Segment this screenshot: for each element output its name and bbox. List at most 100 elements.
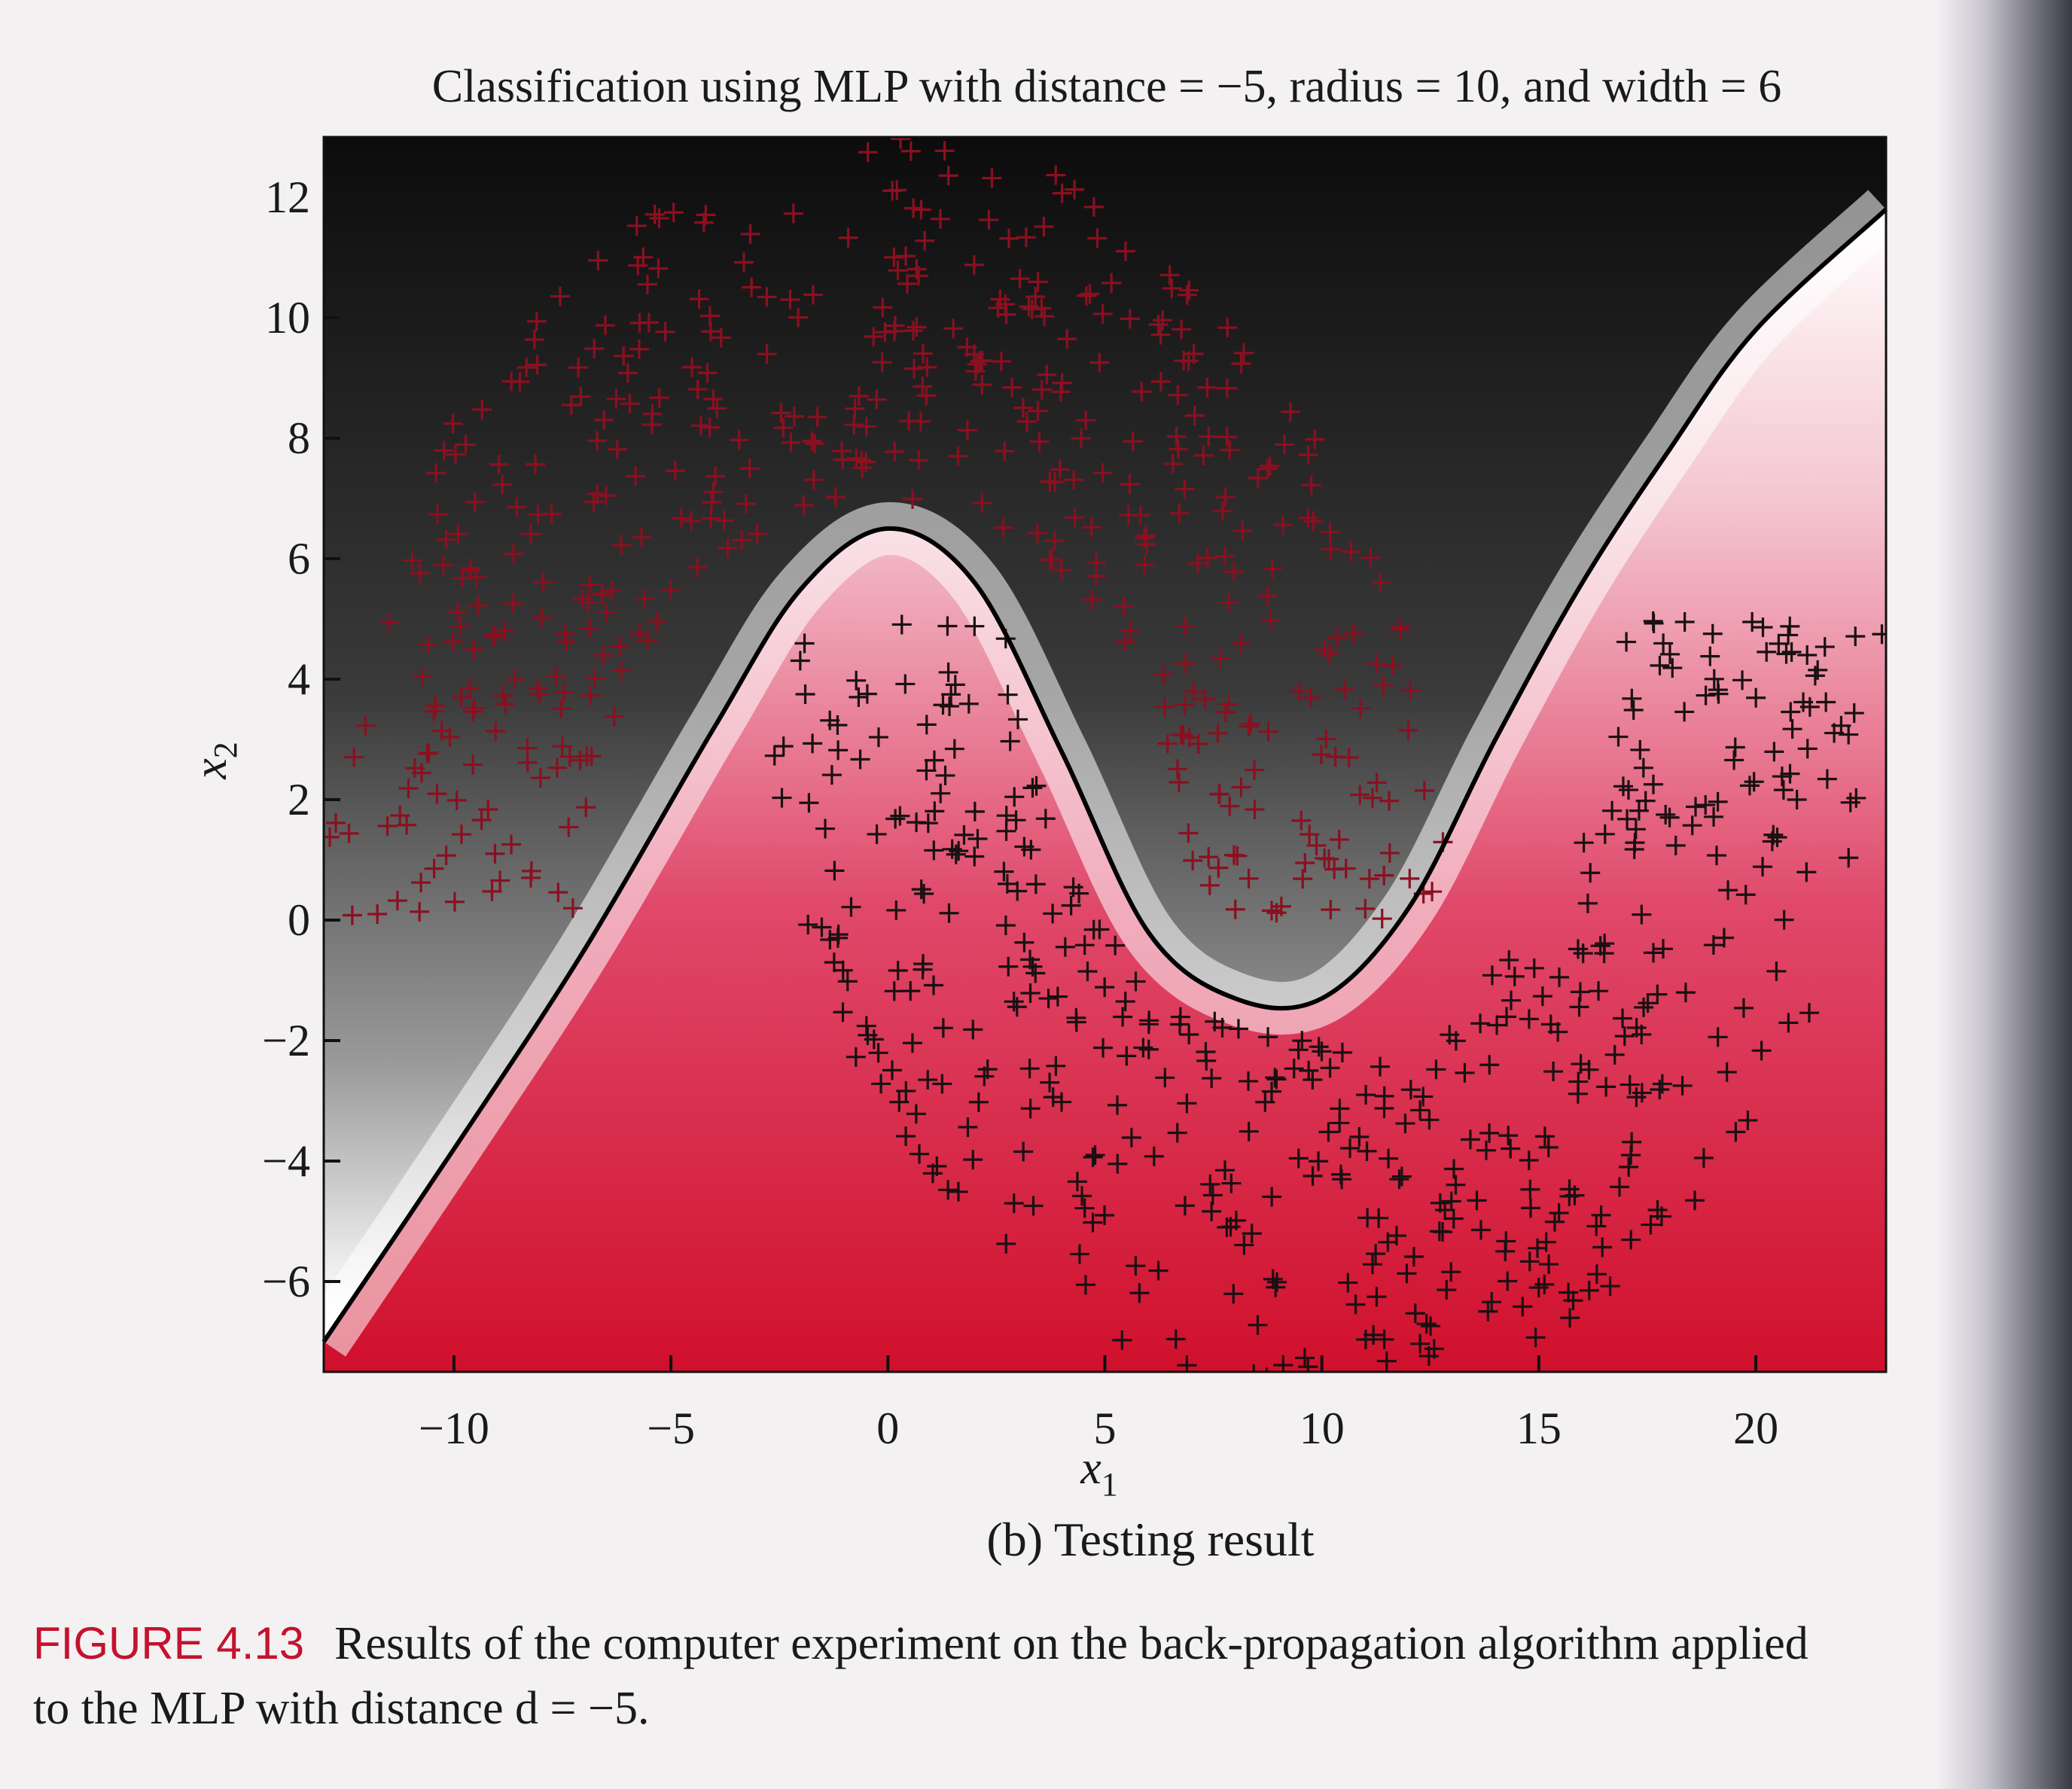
scatter-point [1288,1148,1309,1169]
scatter-point [1135,555,1155,575]
scatter-point [1195,689,1215,709]
scatter-point [913,343,933,364]
scatter-point [1539,1254,1559,1275]
scatter-point [739,459,760,479]
scatter-point [1013,1141,1034,1162]
scatter-point [1263,1269,1283,1289]
scatter-point [1872,624,1886,645]
scatter-point [611,660,632,681]
caption-line-1: Results of the computer experiment on th… [334,1618,1808,1669]
scatter-point [1218,694,1239,715]
scatter-point [1272,515,1293,535]
scatter-point [426,463,446,483]
scatter-point [703,482,724,502]
scatter-point [1520,1179,1540,1199]
scatter-point [1674,702,1695,722]
scatter-point [771,403,791,423]
scatter-point [1398,720,1418,740]
y-tick-label: 12 [265,172,310,222]
scatter-point [1498,1271,1518,1291]
scatter-point [964,616,985,636]
scatter-point [1242,1224,1262,1244]
scatter-point [610,636,630,657]
scatter-point [1177,1093,1197,1114]
scatter-point [1379,791,1400,811]
scatter-point [1708,680,1728,700]
scatter-point [1543,1062,1564,1082]
scatter-point [326,812,346,833]
scatter-point [1248,468,1268,489]
scatter-point [1389,1169,1409,1190]
scatter-point [1231,633,1251,654]
scatter-point [1044,531,1065,551]
scatter-point [1467,1190,1487,1211]
scatter-point [576,797,596,818]
scatter-point [1519,1251,1540,1272]
scatter-point [891,614,912,635]
scatter-point [1350,698,1370,718]
scatter-point [1369,1208,1389,1228]
scatter-point [1643,611,1663,631]
scatter-point [699,417,720,437]
scatter-point [495,620,515,641]
scatter-point [1620,1074,1640,1095]
y-axis-label-text: x2 [185,742,244,780]
scatter-point [846,1047,866,1067]
scatter-point [857,684,877,704]
scatter-point [584,339,605,359]
scatter-point [1797,645,1818,665]
scatter-point [1093,1038,1114,1058]
scatter-point [994,861,1014,882]
scatter-point [1280,401,1300,422]
scatter-point [846,448,867,468]
scatter-point [465,698,485,718]
scatter-point [532,608,552,628]
scatter-point [428,504,448,525]
scatter-point [1252,1364,1255,1372]
scatter-point [1157,733,1178,754]
scatter-point [1086,565,1106,586]
scatter-point [1318,1122,1339,1142]
scatter-point [1265,1068,1285,1088]
scatter-point [1266,1277,1286,1297]
scatter-point [1534,1126,1555,1147]
y-tick-label: 4 [288,654,310,704]
scatter-point [1519,1151,1539,1170]
scatter-point [464,639,484,660]
scatter-point [1117,1046,1137,1066]
scatter-point [1703,935,1723,955]
scatter-point [642,404,663,424]
scatter-point [1739,776,1760,796]
scatter-point [638,630,658,651]
scatter-point [1166,1329,1186,1349]
scatter-point [1121,1127,1141,1147]
scatter-point [1373,675,1394,695]
scatter-point [1568,1083,1588,1104]
scatter-point [1357,1141,1377,1161]
scatter-point [1421,1316,1441,1336]
plot-shading [324,137,1886,1372]
scatter-point [995,916,1016,936]
scatter-point [1769,633,1789,654]
scatter-point [398,779,419,799]
scatter-point [1092,463,1113,483]
scatter-point [1002,377,1022,398]
scatter-point [885,441,905,462]
scatter-point [689,289,709,309]
scatter-point [1746,687,1766,708]
scatter-point [1632,1024,1652,1044]
scatter-point [1167,1123,1187,1143]
scatter-point [1169,1014,1190,1035]
scatter-point [1370,572,1391,593]
scatter-point [1330,1113,1350,1133]
scatter-markers [324,137,1886,1372]
scatter-point [647,611,667,632]
scatter-point [1378,1232,1398,1252]
scatter-point [447,602,468,623]
scatter-point [1320,522,1340,542]
scatter-point [992,352,1011,372]
scatter-point [456,434,476,455]
scatter-point [617,363,638,383]
scatter-point [1050,459,1070,480]
scatter-point [1617,809,1638,829]
